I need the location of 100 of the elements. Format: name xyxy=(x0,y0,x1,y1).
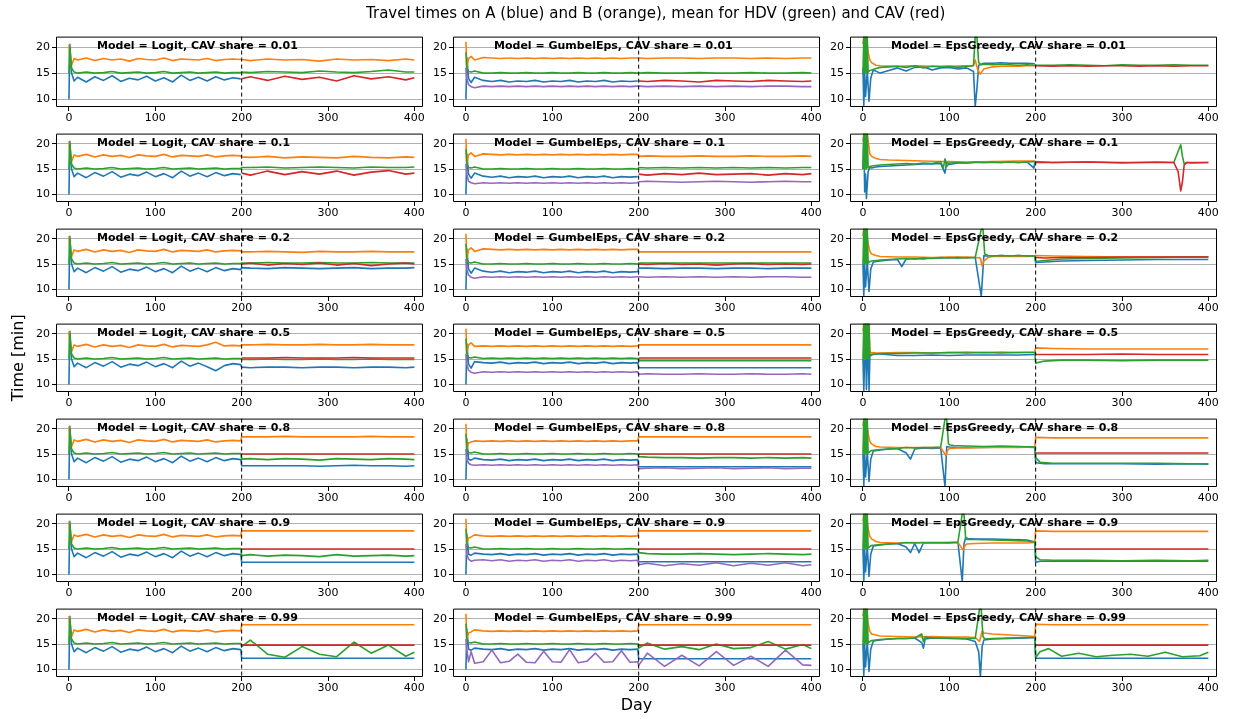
x-tick-label: 100 xyxy=(541,111,563,125)
x-tick-label: 300 xyxy=(1111,301,1133,315)
x-tick-label: 100 xyxy=(938,301,960,315)
x-tick-label: 0 xyxy=(462,491,470,505)
x-tick-label: 0 xyxy=(462,586,470,600)
y-tick-label: 20 xyxy=(433,611,447,625)
x-tick-label: 200 xyxy=(1025,586,1047,600)
y-tick-label: 15 xyxy=(433,65,447,79)
x-tick-label: 200 xyxy=(628,206,650,220)
x-tick-label: 100 xyxy=(541,396,563,410)
x-tick-label: 300 xyxy=(317,681,339,695)
y-tick-label: 20 xyxy=(830,611,844,625)
x-tick-label: 200 xyxy=(231,301,253,315)
x-tick-label: 300 xyxy=(714,206,736,220)
x-tick-label: 300 xyxy=(714,681,736,695)
y-tick-label: 20 xyxy=(830,136,844,150)
x-tick-label: 400 xyxy=(800,681,822,695)
x-tick-label: 400 xyxy=(800,586,822,600)
y-tick-label: 15 xyxy=(433,541,447,555)
y-tick-label: 15 xyxy=(433,636,447,650)
chart-title: Model = GumbelEps, CAV share = 0.01 xyxy=(494,38,733,52)
y-tick-label: 10 xyxy=(830,92,844,106)
x-tick-label: 100 xyxy=(938,681,960,695)
y-tick-label: 10 xyxy=(433,282,447,296)
x-tick-label: 200 xyxy=(231,586,253,600)
y-tick-label: 20 xyxy=(36,326,50,340)
y-tick-label: 15 xyxy=(36,65,50,79)
x-tick-label: 0 xyxy=(65,301,73,315)
x-tick-label: 100 xyxy=(144,396,166,410)
y-tick-label: 15 xyxy=(830,636,844,650)
x-tick-label: 200 xyxy=(231,396,253,410)
x-tick-label: 0 xyxy=(65,681,73,695)
chart-title: Model = Logit, CAV share = 0.5 xyxy=(97,325,291,339)
y-tick-label: 15 xyxy=(830,446,844,460)
chart-title: Model = GumbelEps, CAV share = 0.8 xyxy=(494,420,726,434)
x-tick-label: 300 xyxy=(317,396,339,410)
x-tick-label: 300 xyxy=(317,301,339,315)
x-tick-label: 100 xyxy=(938,206,960,220)
x-tick-label: 200 xyxy=(1025,491,1047,505)
x-tick-label: 400 xyxy=(403,301,425,315)
x-tick-label: 200 xyxy=(628,301,650,315)
y-tick-label: 15 xyxy=(36,636,50,650)
x-tick-label: 400 xyxy=(800,396,822,410)
x-tick-label: 400 xyxy=(1197,301,1219,315)
y-tick-label: 20 xyxy=(36,231,50,245)
x-tick-label: 400 xyxy=(800,206,822,220)
x-tick-label: 0 xyxy=(462,206,470,220)
y-tick-label: 10 xyxy=(433,92,447,106)
y-tick-label: 10 xyxy=(830,567,844,581)
x-tick-label: 0 xyxy=(859,681,867,695)
x-tick-label: 400 xyxy=(1197,586,1219,600)
y-tick-label: 10 xyxy=(433,472,447,486)
chart-title: Model = Logit, CAV share = 0.01 xyxy=(97,38,298,52)
x-tick-label: 300 xyxy=(317,586,339,600)
x-tick-label: 200 xyxy=(1025,206,1047,220)
y-tick-label: 10 xyxy=(830,472,844,486)
x-tick-label: 100 xyxy=(144,681,166,695)
x-tick-label: 200 xyxy=(231,111,253,125)
y-tick-label: 10 xyxy=(830,662,844,676)
x-tick-label: 400 xyxy=(403,111,425,125)
chart-title: Model = EpsGreedy, CAV share = 0.1 xyxy=(891,135,1119,149)
y-tick-label: 10 xyxy=(36,187,50,201)
x-tick-label: 300 xyxy=(317,111,339,125)
y-tick-label: 20 xyxy=(36,39,50,53)
y-tick-label: 10 xyxy=(830,282,844,296)
x-tick-label: 100 xyxy=(541,206,563,220)
y-tick-label: 15 xyxy=(36,161,50,175)
y-tick-label: 15 xyxy=(36,541,50,555)
x-tick-label: 200 xyxy=(628,491,650,505)
y-tick-label: 20 xyxy=(433,231,447,245)
x-tick-label: 400 xyxy=(800,111,822,125)
x-tick-label: 200 xyxy=(1025,681,1047,695)
x-tick-label: 300 xyxy=(1111,111,1133,125)
x-tick-label: 100 xyxy=(144,491,166,505)
x-tick-label: 100 xyxy=(541,491,563,505)
y-tick-label: 15 xyxy=(830,541,844,555)
x-tick-label: 200 xyxy=(231,491,253,505)
x-tick-label: 300 xyxy=(1111,396,1133,410)
y-tick-label: 15 xyxy=(36,446,50,460)
chart-title: Model = Logit, CAV share = 0.99 xyxy=(97,610,298,624)
y-tick-label: 15 xyxy=(830,351,844,365)
x-tick-label: 400 xyxy=(800,491,822,505)
y-tick-label: 10 xyxy=(433,567,447,581)
x-tick-label: 400 xyxy=(1197,111,1219,125)
y-tick-label: 10 xyxy=(36,567,50,581)
chart-title: Model = Logit, CAV share = 0.1 xyxy=(97,135,291,149)
x-tick-label: 100 xyxy=(938,586,960,600)
x-tick-label: 400 xyxy=(1197,396,1219,410)
y-tick-label: 20 xyxy=(830,421,844,435)
x-tick-label: 300 xyxy=(714,491,736,505)
x-tick-label: 200 xyxy=(628,111,650,125)
x-tick-label: 0 xyxy=(859,301,867,315)
y-axis-title: Time [min] xyxy=(7,314,27,403)
x-tick-label: 100 xyxy=(938,491,960,505)
y-tick-label: 20 xyxy=(433,516,447,530)
y-tick-label: 10 xyxy=(433,377,447,391)
x-tick-label: 400 xyxy=(403,491,425,505)
y-tick-label: 10 xyxy=(433,662,447,676)
x-tick-label: 100 xyxy=(541,586,563,600)
y-tick-label: 20 xyxy=(36,136,50,150)
